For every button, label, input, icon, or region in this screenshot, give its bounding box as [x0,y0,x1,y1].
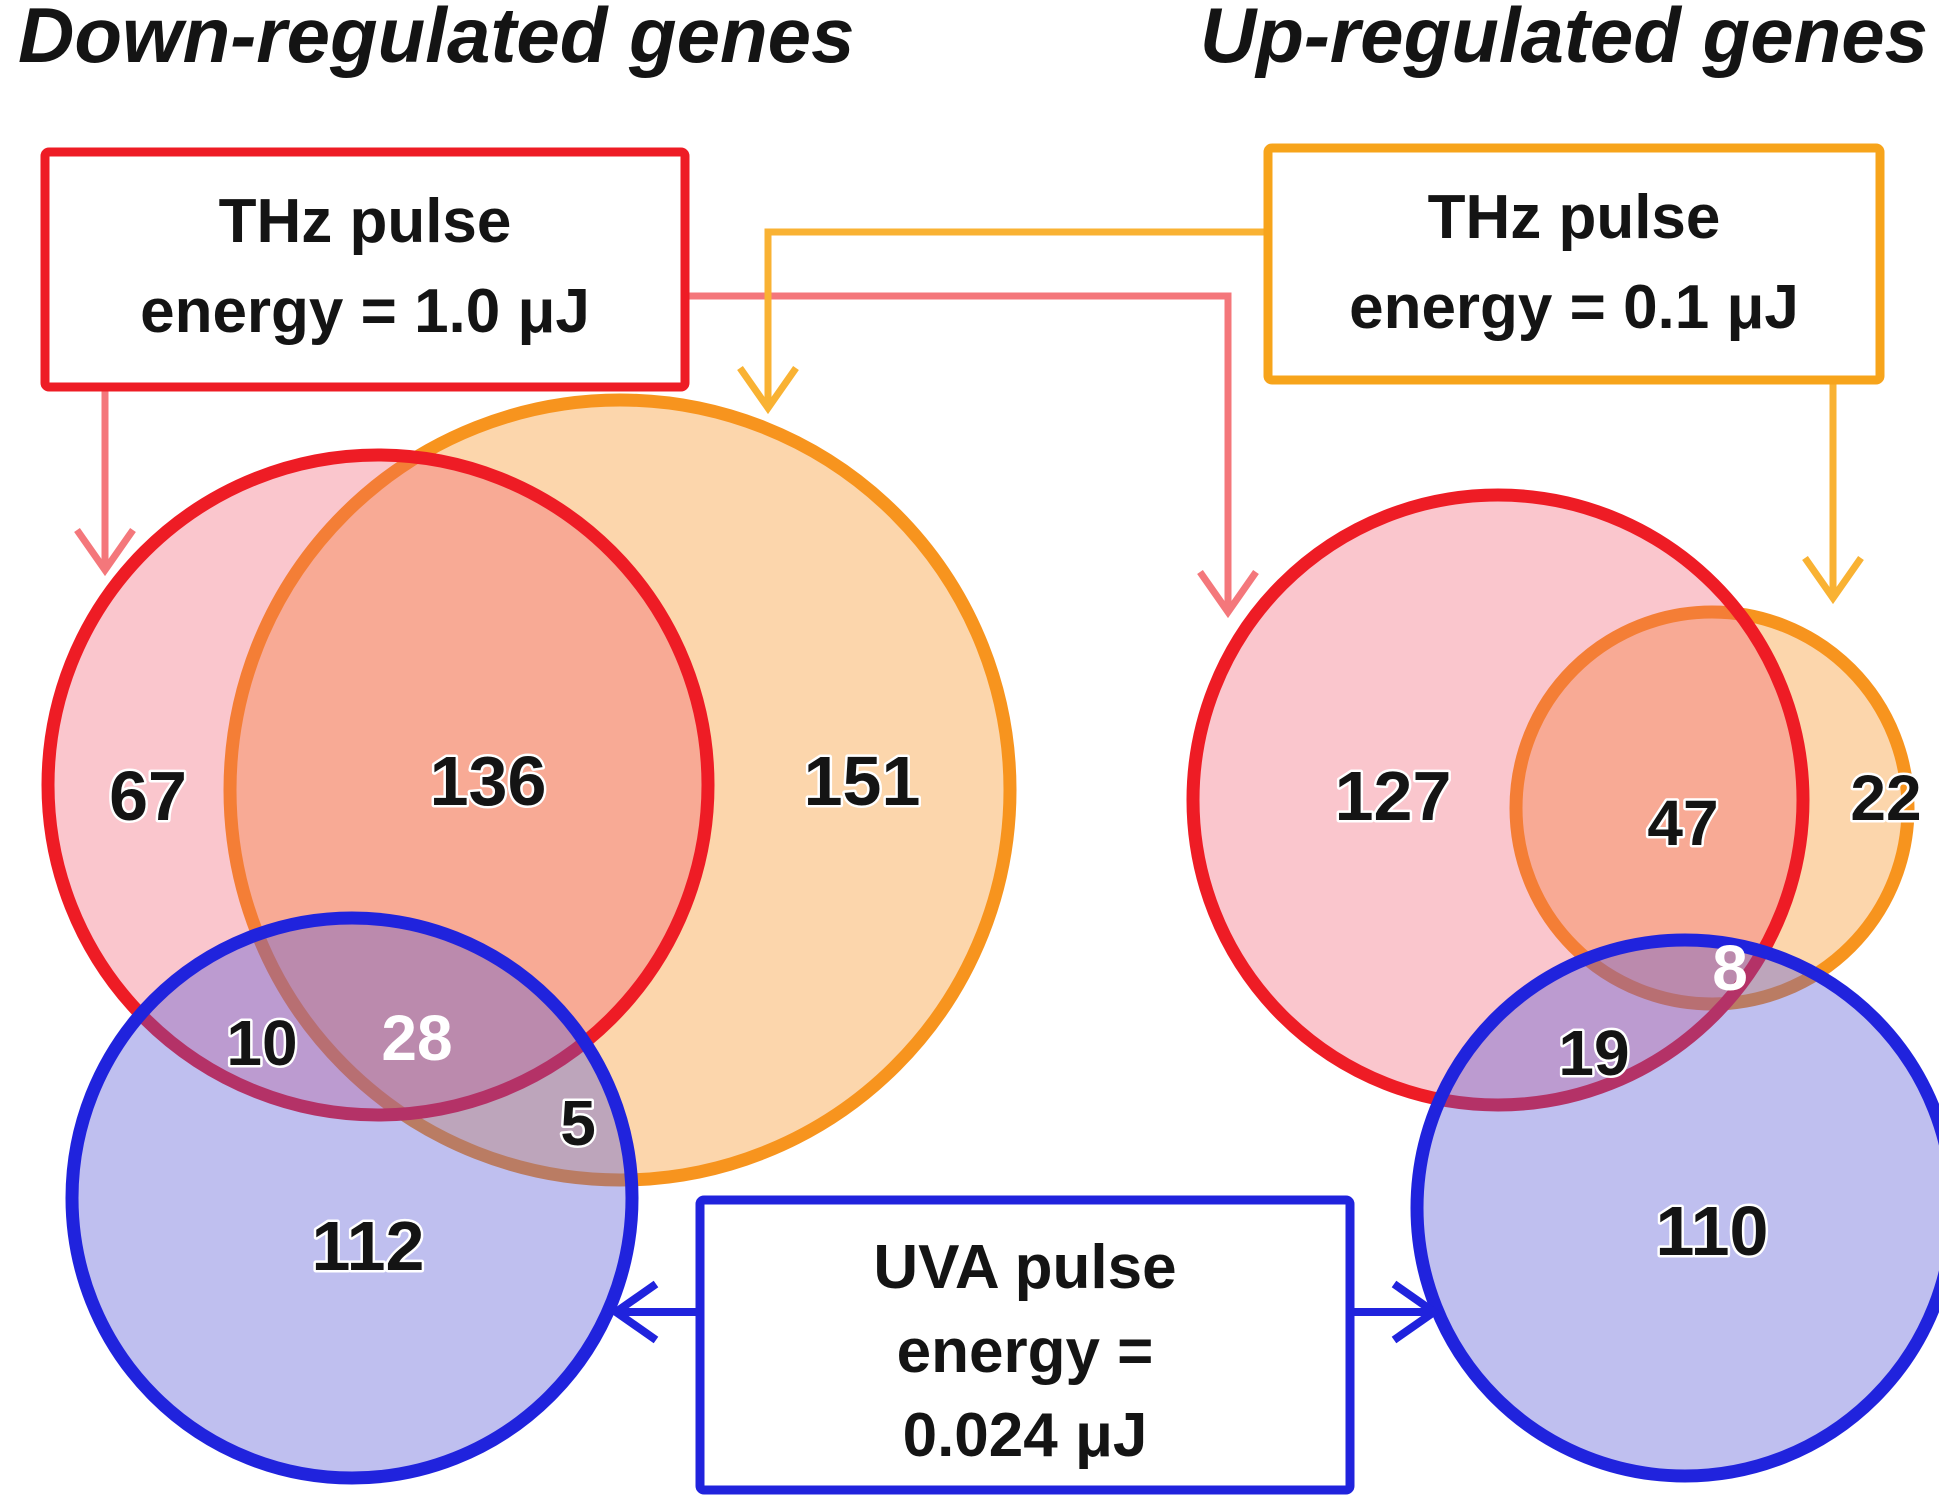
left-blue-only-count: 112 [312,1207,425,1285]
thz-1uj-label-box [40,147,690,392]
uva-label-line1: UVA pulse [873,1233,1176,1302]
right-red-orange-count: 47 [1647,787,1718,859]
right-orange-circle-thz-01uj [1509,605,1915,1011]
uva-label-line3: 0.024 μJ [903,1401,1148,1470]
arrow-uva-to-right-blue-circle [1352,1280,1441,1344]
right-blue-only-count: 110 [1656,1192,1769,1270]
arrow-uva-to-left-blue-circle [609,1280,698,1344]
thz-1uj-label-line2: energy = 1.0 μJ [140,277,590,346]
right-red-circle-thz-1uj [1186,488,1810,1112]
right-blue-circle-uva [1410,933,1939,1483]
left-orange-only-count: 151 [804,742,921,820]
arrow-thz01uj-to-right-orange-circle [1802,382,1864,605]
uva-label-line2: energy = [897,1317,1154,1386]
thz-1uj-label-line1: THz pulse [219,187,512,256]
right-orange-only-count: 22 [1850,762,1921,834]
thz-01uj-label-line2: energy = 0.1 μJ [1349,273,1799,342]
right-title: Up-regulated genes [1200,0,1928,79]
left-orange-circle-thz-01uj [223,393,1017,1187]
uva-label-box [695,1195,1355,1495]
left-orange-blue-count: 5 [560,1087,596,1159]
right-red-only-count: 127 [1335,757,1452,835]
left-red-blue-count: 10 [226,1007,297,1079]
left-blue-circle-uva [65,911,639,1485]
left-red-orange-count: 136 [430,742,547,820]
arrow-thz01uj-to-left-orange-circle [737,228,1266,415]
left-title: Down-regulated genes [18,0,854,79]
right-triple-overlap-count: 8 [1712,932,1748,1004]
arrow-thz1uj-to-right-red-circle [686,292,1259,619]
arrow-thz1uj-to-left-red-circle [74,388,136,577]
left-red-only-count: 67 [109,757,187,835]
thz-01uj-label-box [1263,143,1885,385]
left-triple-overlap-count: 28 [381,1002,452,1074]
thz-01uj-label-line1: THz pulse [1428,183,1721,252]
right-red-blue-count: 19 [1558,1017,1629,1089]
